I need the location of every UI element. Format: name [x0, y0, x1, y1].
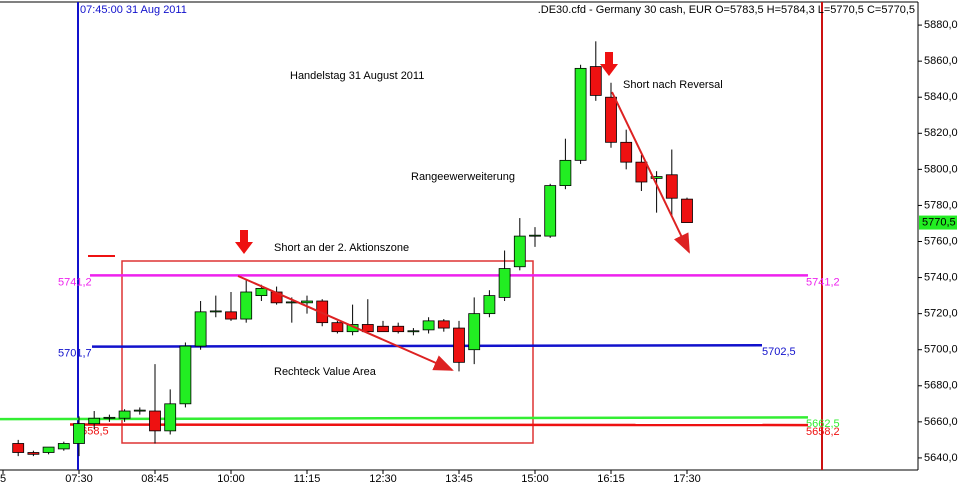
annotation: Rechteck Value Area: [274, 366, 377, 378]
level-label: 5658,2: [806, 426, 840, 438]
y-tick-label: 5880,0: [924, 19, 958, 31]
y-tick-label: 5700,0: [924, 344, 958, 356]
annotation: Rangeewerweiterung: [411, 171, 515, 183]
y-tick-label: 5640,0: [924, 452, 958, 464]
x-tick-label: 17:30: [673, 473, 701, 485]
candle-body: [57, 443, 70, 450]
level-label: 5741,2: [806, 276, 840, 288]
y-tick-label: 5680,0: [924, 380, 958, 392]
y-tick-label: 5780,0: [924, 199, 958, 211]
x-tick-label: 11:15: [294, 473, 321, 485]
annotation: Short nach Reversal: [623, 79, 723, 91]
short-signal-arrow: [600, 52, 618, 76]
candle-body: [179, 345, 192, 405]
candle-body: [392, 325, 405, 333]
level-label: 5702,5: [762, 346, 796, 358]
candle-body: [118, 410, 131, 419]
trend-arrow: [237, 275, 454, 371]
candle-body: [650, 176, 663, 179]
candle-body: [164, 403, 177, 432]
x-tick-label: 5: [0, 473, 6, 485]
y-tick-label: 5820,0: [924, 127, 958, 139]
candle-body: [255, 287, 268, 297]
annotation: Handelstag 31 August 2011: [290, 70, 424, 82]
candle-body: [513, 235, 526, 268]
candle-body: [605, 96, 617, 143]
candle-body: [194, 311, 207, 347]
candle-body: [422, 320, 435, 331]
x-tick-label: 15:00: [521, 473, 549, 485]
y-tick-label: 5760,0: [924, 235, 958, 247]
annotation: Short an der 2. Aktionszone: [274, 242, 409, 254]
candle-body: [42, 446, 55, 453]
level-line: [69, 423, 809, 427]
candle-body: [681, 198, 693, 223]
candle-body: [377, 325, 389, 333]
candle-body: [498, 268, 511, 298]
level-line: [0, 416, 809, 421]
x-tick-label: 16:15: [597, 473, 625, 485]
candle-body: [331, 322, 344, 333]
x-tick-label: 07:30: [65, 473, 93, 485]
short-signal-arrow: [235, 230, 253, 254]
candle-body: [73, 423, 85, 444]
candle-body: [12, 443, 25, 453]
candle-body: [589, 66, 602, 96]
candle-body: [665, 174, 678, 199]
y-tick-label: 5660,0: [924, 416, 958, 428]
candle-body: [133, 409, 146, 412]
candle-body: [225, 311, 237, 320]
candle-body: [361, 324, 374, 333]
candle-body: [559, 159, 572, 186]
last-price-box: [919, 215, 957, 230]
y-tick-label: 5720,0: [924, 308, 958, 320]
candle-body: [149, 410, 161, 432]
candle-body: [574, 67, 587, 161]
trend-arrow: [611, 91, 690, 254]
level-label: 5662,5: [806, 418, 840, 430]
candle-body: [544, 185, 557, 237]
candle-body: [88, 417, 101, 425]
candle-body: [407, 330, 420, 333]
cursor-label: 07:45:00 31 Aug 2011: [80, 4, 187, 16]
candle-body: [635, 161, 648, 183]
chart-title: .DE30.cfd - Germany 30 cash, EUR O=5783,…: [538, 4, 915, 16]
x-tick-label: 08:45: [141, 473, 169, 485]
y-tick-label: 5860,0: [924, 55, 958, 67]
x-tick-label: 12:30: [369, 473, 397, 485]
candle-body: [316, 300, 329, 324]
level-label: 5701,7: [58, 348, 92, 360]
candle-body: [27, 452, 40, 455]
level-label: 5741,2: [58, 276, 92, 288]
candle-body: [103, 416, 116, 419]
candle-body: [240, 291, 253, 320]
candle-body: [453, 327, 465, 363]
candle-body: [437, 320, 450, 329]
y-tick-label: 5840,0: [924, 91, 958, 103]
candle-body: [468, 313, 481, 351]
value-area-box: [121, 260, 534, 444]
candle-body: [209, 310, 222, 313]
level-line: [91, 343, 763, 348]
candle-body: [483, 295, 496, 315]
candle-body: [301, 300, 313, 304]
candle-body: [620, 141, 633, 163]
y-tick-label: 5740,0: [924, 271, 958, 283]
candle-body: [529, 234, 541, 237]
last-price-label: 5770,5: [922, 216, 956, 228]
y-tick-label: 5800,0: [924, 163, 958, 175]
x-tick-label: 13:45: [445, 473, 473, 485]
x-tick-label: 10:00: [217, 473, 245, 485]
